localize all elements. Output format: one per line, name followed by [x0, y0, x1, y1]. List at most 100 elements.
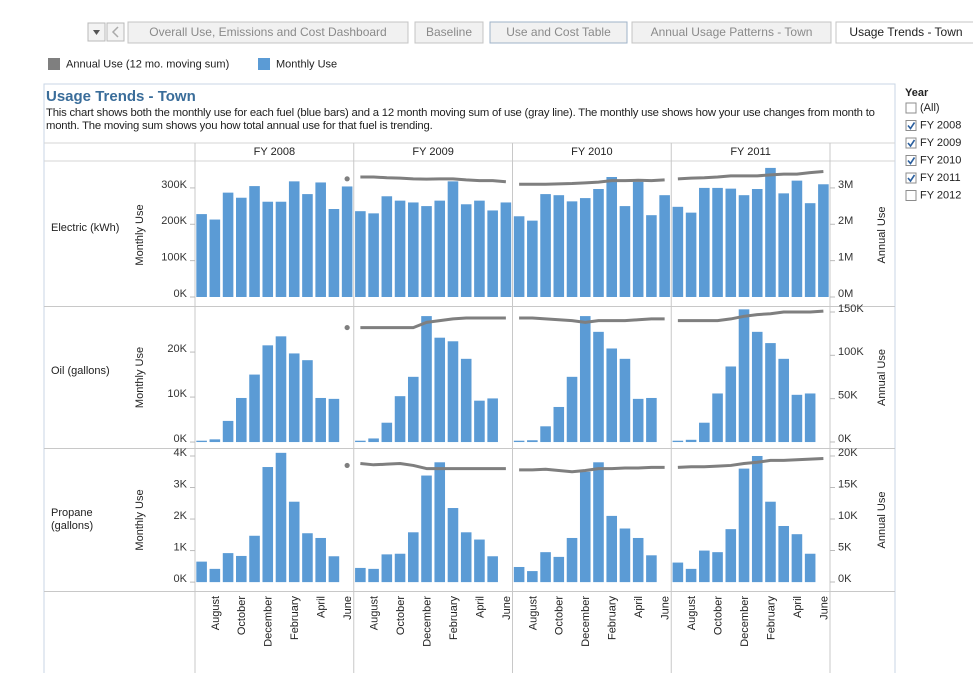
bar [315, 537, 326, 583]
y-tick-label: 4K [174, 447, 188, 459]
bar [513, 216, 525, 297]
tab-scroll-left[interactable] [106, 22, 125, 42]
tab[interactable] [835, 21, 973, 44]
checkbox[interactable] [905, 190, 917, 201]
legend-label: Annual Use (12 mo. moving sum) [66, 58, 229, 70]
bar [196, 214, 207, 297]
bar [288, 353, 300, 443]
bar [500, 202, 512, 297]
x-tick-label: February [289, 596, 301, 641]
bar [672, 206, 684, 297]
bar [579, 316, 591, 443]
bar [527, 440, 538, 443]
bar [619, 358, 631, 443]
bar [236, 197, 247, 297]
y-tick-label: 200K [161, 215, 187, 227]
bar [685, 212, 697, 297]
tab[interactable] [414, 21, 484, 44]
y2-tick-label: 100K [838, 346, 864, 358]
tab-label[interactable]: Annual Usage Patterns - Town [651, 25, 813, 39]
bar [699, 422, 710, 443]
tab-label[interactable]: Baseline [426, 25, 472, 39]
filter-option[interactable]: FY 2009 [920, 137, 961, 149]
moving-sum-line [360, 175, 507, 184]
bar [619, 528, 631, 583]
bar [738, 468, 750, 583]
bar [566, 201, 578, 297]
bar [579, 198, 591, 297]
bar [593, 462, 604, 583]
tab-label[interactable]: Usage Trends - Town [849, 25, 962, 39]
bar [553, 195, 565, 297]
checkmark [907, 139, 916, 148]
bar [804, 553, 816, 583]
y2-tick-label: 150K [838, 303, 864, 315]
x-tick-label: October [712, 596, 724, 635]
y2-tick-label: 2M [838, 215, 853, 227]
checkbox[interactable] [905, 137, 917, 149]
checkbox[interactable] [905, 120, 917, 131]
row-label: Electric (kWh) [51, 222, 120, 234]
bar [236, 555, 247, 583]
filter-option[interactable]: FY 2008 [920, 119, 961, 131]
filter-option[interactable]: (All) [920, 102, 940, 114]
bar [791, 534, 803, 583]
tab[interactable] [489, 21, 628, 44]
tab-label[interactable]: Overall Use, Emissions and Cost Dashboar… [149, 25, 386, 39]
tab[interactable] [631, 21, 832, 44]
bar [487, 398, 498, 443]
tab[interactable] [127, 21, 409, 44]
tab-label[interactable]: Use and Cost Table [506, 25, 611, 39]
filter-option[interactable]: FY 2010 [920, 154, 961, 166]
y2-tick-label: 5K [838, 541, 852, 553]
bar [196, 440, 207, 443]
moving-sum-line [677, 309, 824, 323]
moving-sum-line [360, 316, 506, 330]
bar [434, 200, 446, 297]
bar [355, 211, 366, 297]
bar [460, 358, 472, 443]
chart-title: Usage Trends - Town [46, 88, 196, 105]
bar [725, 366, 737, 443]
x-tick-label: April [633, 596, 645, 618]
bar [275, 201, 287, 297]
bar [765, 167, 776, 297]
y2-tick-label: 1M [838, 252, 853, 264]
bar [566, 376, 578, 443]
bar [725, 188, 737, 297]
legend-swatch [48, 58, 60, 70]
bar [328, 556, 340, 583]
y-tick-label: 300K [161, 179, 187, 191]
bar [460, 532, 472, 583]
checkbox[interactable] [905, 155, 917, 166]
bar [712, 552, 723, 583]
bar [751, 189, 763, 297]
y2-tick-label: 0M [838, 288, 853, 300]
checkbox[interactable] [905, 102, 917, 114]
filter-option[interactable]: FY 2012 [920, 189, 961, 201]
bar [421, 206, 432, 297]
y-tick-label: 2K [174, 510, 188, 522]
bar [527, 220, 538, 297]
bar [778, 358, 789, 443]
bar [421, 316, 432, 443]
bar [646, 397, 657, 443]
left-arrow-icon [111, 26, 119, 38]
bar [712, 393, 723, 443]
filter-option[interactable]: FY 2011 [920, 172, 961, 184]
bar [632, 537, 644, 583]
bar [249, 186, 260, 297]
checkbox[interactable] [905, 172, 917, 184]
chart-description: This chart shows both the monthly use fo… [46, 107, 875, 132]
x-tick-label: June [818, 596, 830, 620]
moving-sum-line [677, 457, 824, 469]
x-tick-label: August [527, 596, 539, 630]
bar [725, 529, 737, 583]
bar [712, 187, 723, 297]
bar [540, 426, 551, 443]
bar [593, 189, 604, 297]
bar [222, 420, 234, 443]
bar [460, 204, 472, 297]
checkmark [907, 157, 916, 165]
